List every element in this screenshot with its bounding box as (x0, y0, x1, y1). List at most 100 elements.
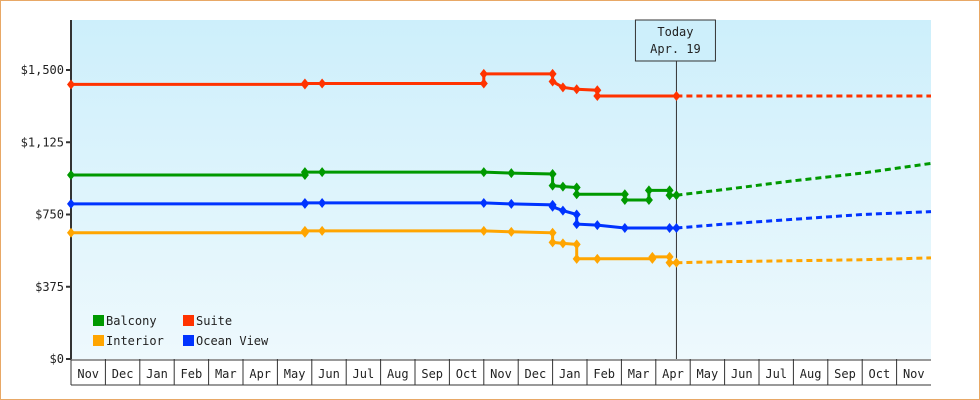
x-tick-label: Mar (628, 367, 650, 381)
data-point-marker (572, 84, 581, 95)
data-point-marker (593, 85, 602, 96)
x-tick-label: Dec (525, 367, 547, 381)
data-point-marker (300, 225, 309, 236)
data-point-marker (558, 82, 567, 93)
data-point-marker (644, 195, 653, 206)
data-point-marker (507, 198, 516, 209)
x-tick-label: Apr (662, 367, 684, 381)
series-lines (67, 68, 932, 268)
x-tick-label: Nov (490, 367, 512, 381)
legend-label: Interior (106, 334, 164, 348)
data-point-marker (318, 167, 327, 178)
forecast-line (676, 210, 932, 230)
data-point-marker (479, 167, 488, 178)
x-tick-label: Feb (593, 367, 615, 381)
x-tick-label: Aug (800, 367, 822, 381)
data-point-marker (665, 257, 674, 268)
x-tick-label: Sep (421, 367, 443, 381)
y-tick-label: $1,500 (21, 63, 64, 77)
data-point-marker (67, 170, 75, 181)
data-point-marker (548, 68, 557, 79)
data-point-marker (67, 79, 75, 90)
data-point-marker (665, 251, 674, 262)
data-point-marker (318, 197, 327, 208)
x-tick-label: Jul (353, 367, 375, 381)
data-point-marker (548, 76, 557, 87)
data-point-marker (548, 237, 557, 248)
data-point-marker (318, 78, 327, 89)
x-tick-label: Sep (834, 367, 856, 381)
data-point-marker (593, 91, 602, 102)
x-tick-label: Aug (387, 367, 409, 381)
data-point-marker (672, 222, 681, 233)
data-point-marker (572, 209, 581, 220)
x-tick-label: Jun (731, 367, 753, 381)
data-point-marker (67, 198, 75, 209)
data-point-marker (558, 181, 567, 192)
data-point-marker (507, 168, 516, 179)
data-point-marker (507, 226, 516, 237)
data-point-marker (548, 227, 557, 238)
data-point-marker (548, 180, 557, 191)
legend: Balcony Suite Interior Ocean View (93, 314, 269, 348)
data-point-marker (479, 225, 488, 236)
data-point-marker (558, 205, 567, 216)
data-point-marker (572, 253, 581, 264)
y-tick-label: $0 (50, 352, 64, 366)
y-tick-label: $1,125 (21, 135, 64, 149)
forecast-line (676, 161, 932, 197)
legend-swatch-ocean-view (183, 335, 194, 346)
data-point-marker (644, 185, 653, 196)
y-axis: $0 $375 $750 $1,125 $1,500 (21, 20, 72, 366)
data-point-marker (479, 197, 488, 208)
legend-swatch-suite (183, 315, 194, 326)
series-balcony (67, 161, 932, 206)
x-tick-label: Nov (903, 367, 925, 381)
x-tick-label: Jul (765, 367, 787, 381)
legend-label: Ocean View (196, 334, 269, 348)
x-tick-label: Jan (146, 367, 168, 381)
series-interior (67, 225, 932, 268)
data-point-marker (318, 225, 327, 236)
data-point-marker (620, 195, 629, 206)
x-tick-label: Jan (559, 367, 581, 381)
x-tick-label: Nov (77, 367, 99, 381)
data-point-marker (620, 189, 629, 200)
series-suite (67, 68, 931, 102)
x-tick-label: Apr (249, 367, 271, 381)
today-box (634, 19, 716, 62)
data-point-marker (620, 222, 629, 233)
forecast-line (676, 256, 932, 265)
data-point-marker (67, 227, 75, 238)
data-point-marker (572, 239, 581, 250)
data-point-marker (665, 190, 674, 201)
data-point-marker (672, 190, 681, 201)
data-point-marker (300, 167, 309, 178)
x-axis: Nov Dec Jan Feb Mar Apr May Jun Jul Aug Sep Oct Nov D… (70, 359, 931, 386)
x-tick-label: May (697, 367, 719, 381)
x-tick-label: Oct (869, 367, 891, 381)
data-point-marker (672, 91, 681, 102)
today-marker: Today Apr. 19 (634, 19, 716, 359)
y-tick-label: $375 (35, 280, 64, 294)
today-date: Apr. 19 (650, 42, 701, 56)
legend-swatch-interior (93, 335, 104, 346)
data-point-marker (672, 257, 681, 268)
legend-label: Suite (196, 314, 232, 328)
x-tick-label: Jun (318, 367, 340, 381)
x-tick-label: Mar (215, 367, 237, 381)
y-tick-label: $750 (35, 208, 64, 222)
x-tick-label: Oct (456, 367, 478, 381)
data-point-marker (593, 253, 602, 264)
data-point-marker (648, 251, 657, 262)
data-point-marker (548, 201, 557, 212)
today-label: Today (657, 25, 693, 39)
data-point-marker (572, 189, 581, 200)
x-tick-label: May (284, 367, 306, 381)
series-ocean-view (67, 197, 932, 233)
plot-area (71, 20, 931, 359)
data-point-marker (558, 238, 567, 249)
legend-swatch-balcony (93, 315, 104, 326)
data-point-marker (479, 78, 488, 89)
